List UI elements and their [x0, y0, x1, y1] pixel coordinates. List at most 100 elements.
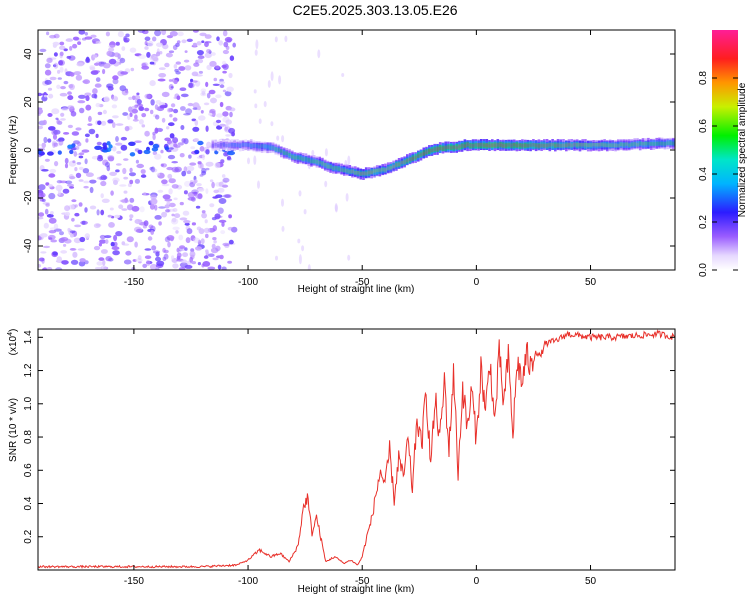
ridge-cell: [669, 141, 672, 145]
noise-blob: [201, 40, 205, 43]
noise-blob: [64, 211, 71, 217]
ridge-cell: [493, 143, 497, 148]
noise-blob: [212, 225, 217, 232]
noise-blob: [223, 41, 229, 48]
ridge-cell: [507, 143, 510, 147]
noise-blob: [222, 70, 227, 74]
noise-blob: [102, 109, 107, 115]
ridge-cell: [614, 141, 617, 150]
noise-blob: [115, 142, 123, 146]
noise-blob: [208, 253, 215, 257]
ridge-cell: [217, 144, 220, 148]
ridge-cell: [619, 142, 623, 147]
noise-blob: [187, 196, 195, 201]
noise-blob: [189, 256, 194, 263]
sparse-blob: [254, 103, 258, 109]
noise-blob: [72, 160, 76, 164]
noise-blob: [135, 159, 139, 164]
ridge-cell: [510, 142, 513, 149]
ridge-cell: [222, 141, 226, 148]
noise-blob: [43, 94, 48, 98]
noise-blob: [196, 183, 202, 187]
ridge-cell: [236, 143, 239, 147]
noise-blob: [200, 88, 207, 93]
ridge-cell: [414, 154, 417, 160]
noise-blob: [95, 133, 99, 138]
noise-blob: [53, 33, 60, 39]
bot-ytick-label: 0.8: [23, 430, 34, 444]
ridge-cell: [436, 147, 439, 151]
ridge-cell: [499, 143, 502, 147]
noise-blob: [115, 169, 120, 173]
noise-blob: [155, 114, 160, 120]
noise-blob: [223, 151, 229, 157]
noise-blob: [217, 207, 224, 214]
ridge-cell: [554, 143, 557, 148]
ridge-cell: [384, 168, 387, 172]
ridge-cell: [406, 158, 409, 164]
noise-blob: [56, 256, 62, 263]
ridge-cell: [389, 163, 393, 170]
noise-blob: [197, 161, 202, 165]
ridge-cell: [540, 143, 543, 148]
ridge-cell: [482, 143, 486, 148]
noise-blob: [120, 136, 127, 141]
noise-blob: [100, 180, 107, 187]
noise-blob: [70, 248, 76, 251]
ridge-cell: [436, 146, 439, 152]
noise-blob: [201, 210, 206, 214]
noise-blob: [107, 214, 113, 218]
ridge-cell: [512, 142, 516, 149]
ridge-cell: [323, 162, 327, 167]
bot-ytick-label: 0.6: [23, 463, 34, 477]
ridge-cell: [332, 163, 335, 172]
ridge-cell: [269, 142, 272, 151]
noise-blob: [120, 144, 128, 151]
ridge-cell: [644, 141, 647, 146]
noise-blob: [161, 211, 168, 218]
ridge-cell: [444, 143, 447, 152]
noise-blob: [160, 149, 164, 154]
ridge-cell: [628, 142, 631, 149]
noise-blob: [107, 119, 114, 124]
ridge-cell: [277, 148, 280, 152]
ridge-cell: [228, 143, 231, 148]
ridge-cell: [641, 141, 645, 146]
noise-blob: [138, 106, 145, 111]
ridge-cell: [452, 145, 456, 149]
noise-blob: [43, 267, 48, 270]
noise-blob: [149, 54, 158, 61]
noise-blob: [100, 265, 107, 270]
noise-blob: [38, 264, 42, 268]
ridge-cell: [471, 141, 475, 150]
ridge-cell: [348, 170, 352, 174]
ridge-cell: [233, 142, 236, 149]
ridge-cell: [671, 140, 675, 146]
ridge-cell: [556, 143, 560, 148]
noise-blob: [50, 239, 58, 243]
noise-blob: [74, 224, 82, 228]
noise-blob: [202, 153, 205, 161]
noise-blob: [138, 54, 147, 59]
ridge-cell: [501, 141, 505, 150]
noise-blob: [131, 205, 140, 212]
ridge-cell: [488, 142, 491, 148]
ridge-cell: [638, 141, 642, 146]
noise-blob: [105, 161, 110, 168]
ridge-cell: [274, 144, 278, 153]
top-xtick-label: -150: [124, 277, 144, 288]
noise-blob: [73, 71, 82, 76]
ridge-cell: [575, 143, 579, 147]
noise-blob: [166, 235, 175, 241]
noise-blob: [212, 237, 217, 241]
noise-blob: [232, 42, 236, 48]
ridge-cell: [493, 140, 497, 149]
noise-blob: [59, 45, 66, 50]
noise-blob: [167, 241, 171, 248]
ridge-cell: [529, 142, 532, 148]
ridge-cell: [291, 151, 294, 160]
ridge-cell: [238, 140, 242, 149]
noise-blob: [88, 115, 92, 122]
ridge-cell: [230, 141, 234, 150]
ridge-cell: [565, 143, 568, 148]
